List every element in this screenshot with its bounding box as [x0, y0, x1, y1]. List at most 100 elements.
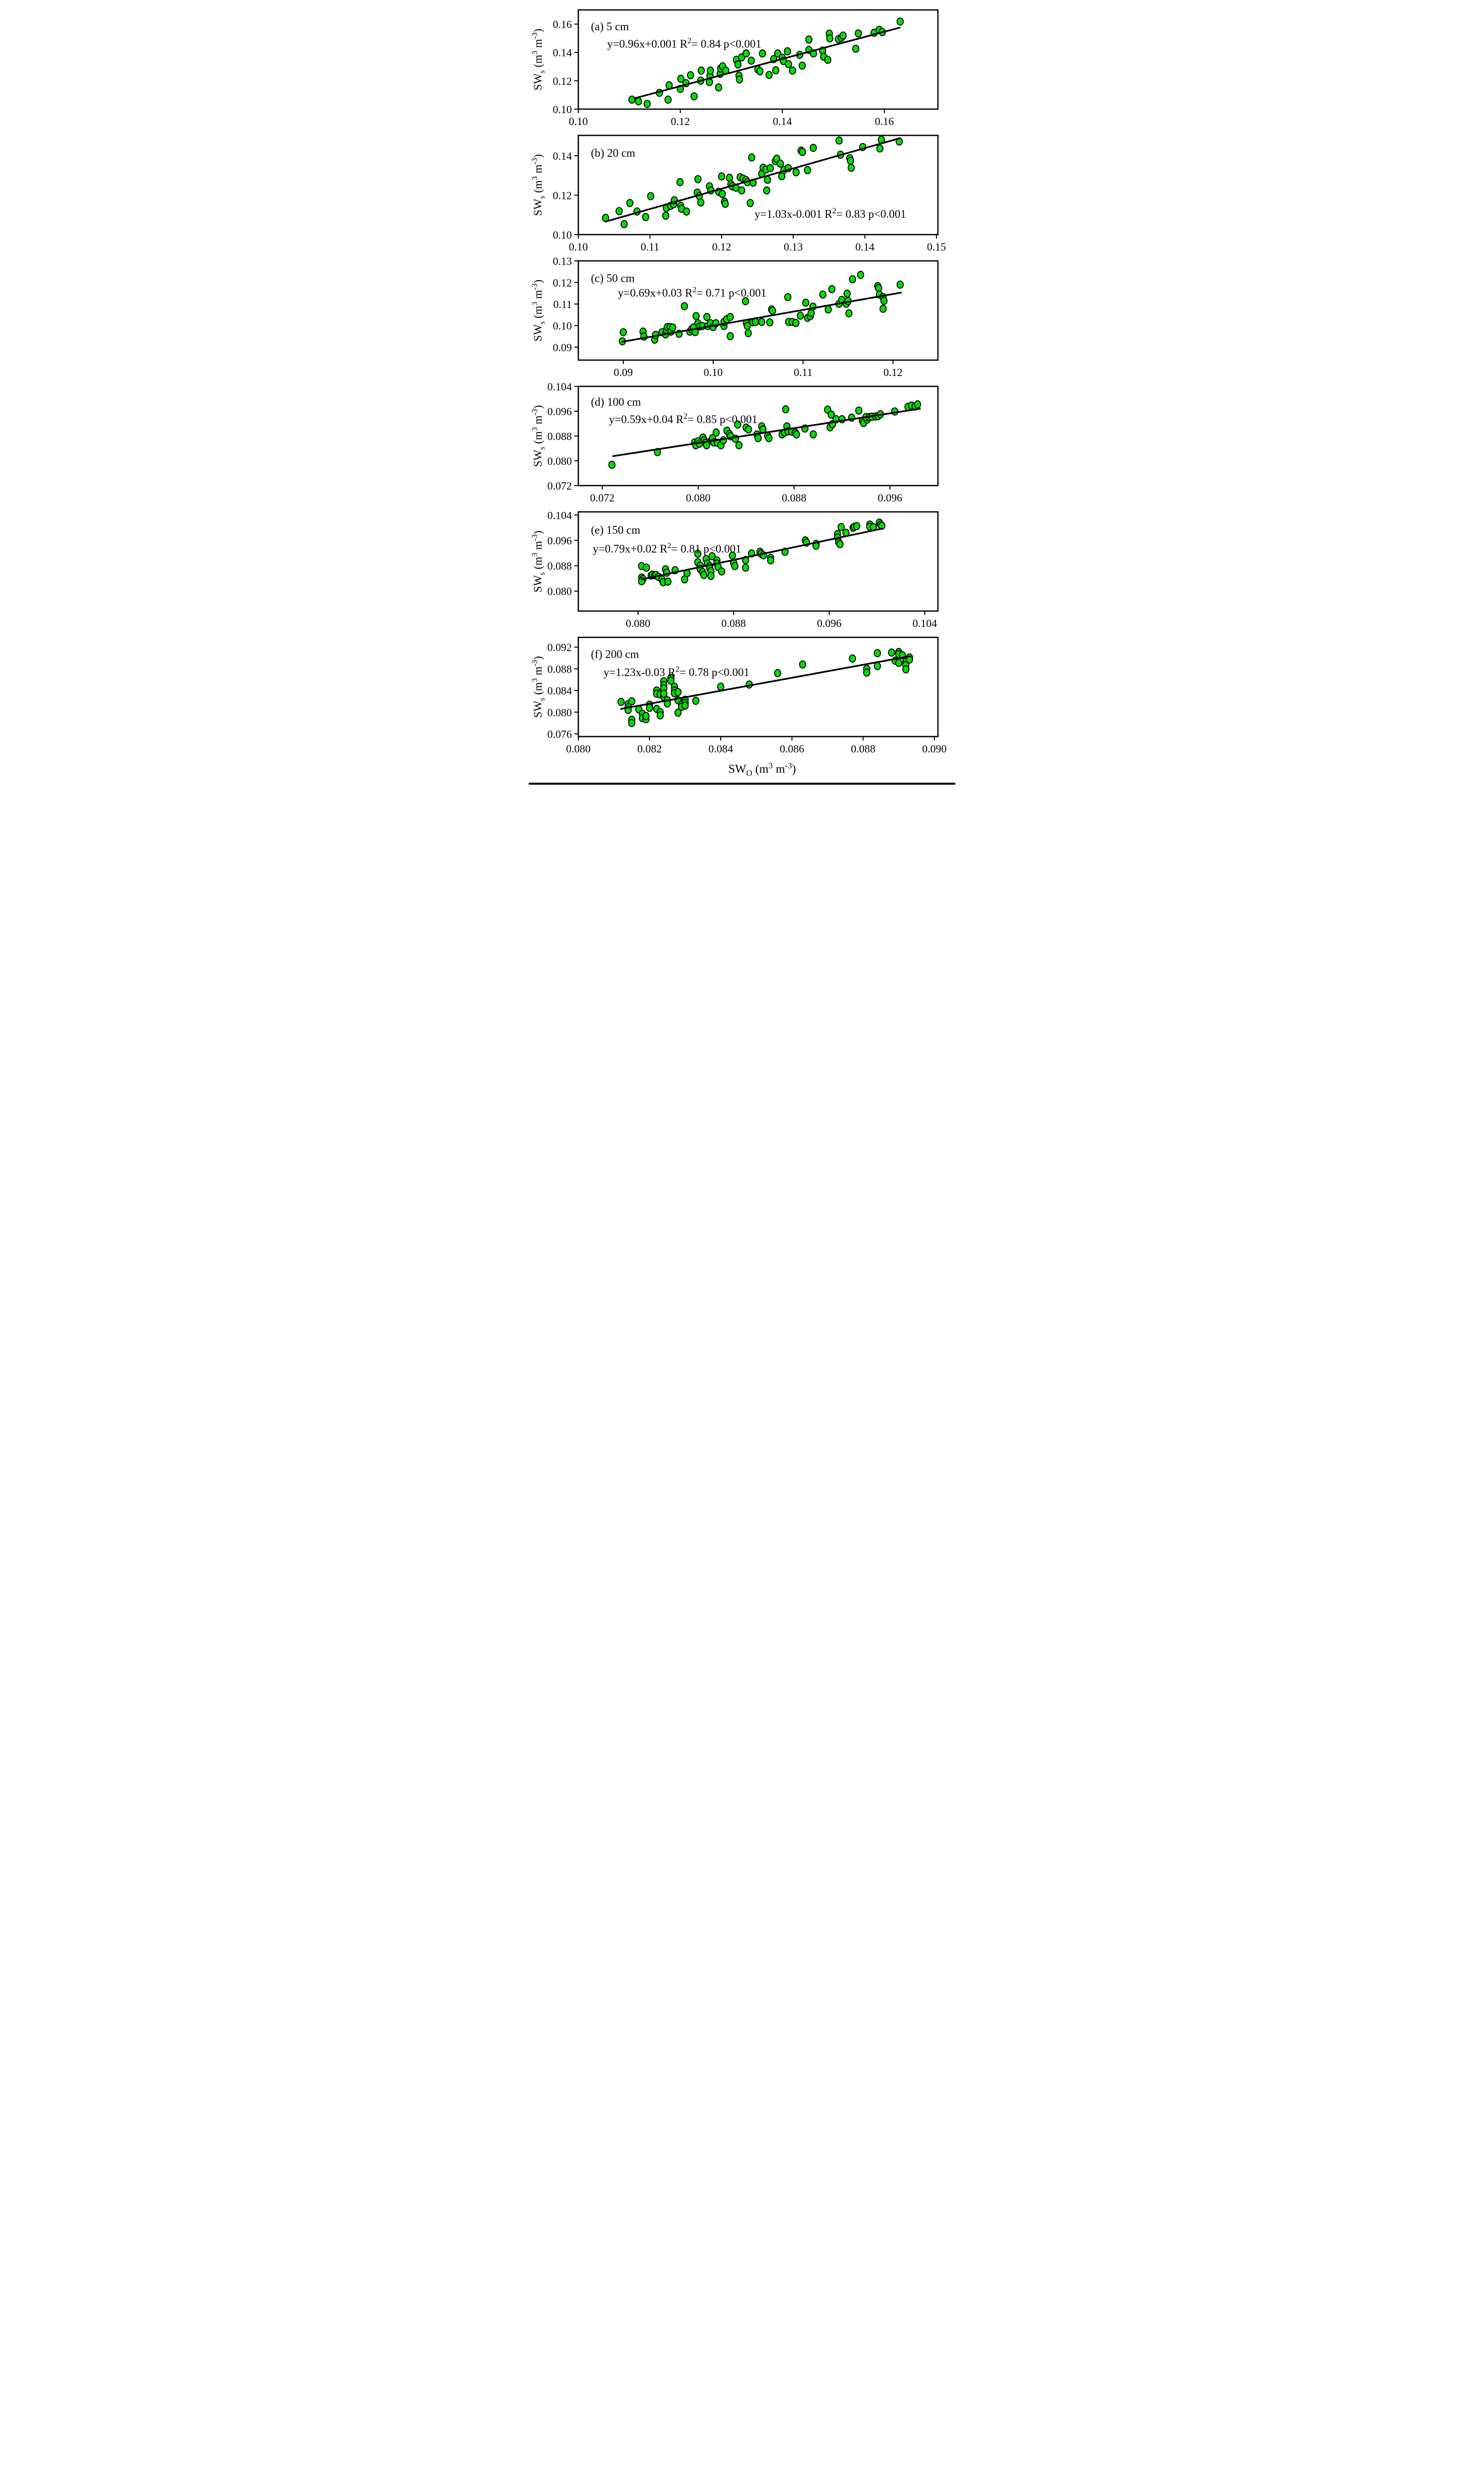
scatter-point	[667, 677, 675, 685]
scatter-point	[888, 648, 895, 657]
x-tick-label: 0.11	[641, 241, 660, 253]
y-tick-label: 0.080	[548, 585, 572, 598]
scatter-point	[793, 430, 801, 439]
scatter-point	[719, 189, 726, 198]
panel-a-chart: 0.10 0.12 0.14 0.16 0.10 0.12 0.14 0.16 (a) 5 cm…	[531, 9, 939, 127]
scatter-point	[765, 70, 773, 79]
scatter-point	[774, 49, 782, 58]
scatter-point	[756, 67, 764, 75]
y-axis-title: SWs (m3 m-3)	[531, 405, 547, 467]
scatter-point	[718, 567, 726, 576]
panel-b-chart: 0.10 0.11 0.12 0.13 0.14 0.15 0.10 0.12 0.14 (b) …	[531, 134, 946, 253]
fit-line	[621, 292, 902, 343]
scatter-point	[876, 144, 884, 153]
x-axis-title-holder: SWO (m3 m-3)	[529, 757, 955, 780]
panel-f: 0.080 0.082 0.084 0.086 0.088 0.090 0.076 0.080…	[529, 631, 955, 757]
x-tick-label: 0.13	[784, 241, 803, 253]
panel-d-chart: 0.072 0.080 0.088 0.096 0.072 0.080 0.088 0.096…	[531, 380, 939, 504]
plot-frame	[577, 9, 939, 110]
x-tick-label: 0.16	[875, 115, 894, 127]
scatter-point	[895, 659, 903, 667]
scatter-point	[626, 199, 634, 207]
equation-label: y=0.79x+0.02 R2= 0.81 p<0.001	[593, 542, 742, 555]
scatter-point	[681, 701, 689, 710]
scatter-point	[734, 60, 742, 69]
y-tick-label: 0.096	[548, 535, 572, 547]
x-tick-label: 0.09	[614, 366, 633, 378]
y-tick-label: 0.088	[548, 663, 572, 675]
x-tick-label: 0.096	[878, 492, 903, 504]
scatter-point	[664, 577, 672, 586]
scatter-point	[772, 66, 780, 74]
x-tick-label: 0.10	[569, 115, 588, 127]
x-tick-label: 0.080	[686, 492, 711, 504]
scatter-point	[635, 97, 642, 106]
x-tick-label: 0.10	[569, 241, 588, 253]
scatter-point	[703, 312, 711, 321]
scatter-point	[785, 60, 792, 68]
y-tick-label: 0.16	[553, 18, 572, 31]
scatter-point	[712, 428, 720, 437]
y-tick-label: 0.10	[553, 229, 572, 241]
panel-label: (b) 20 cm	[591, 147, 635, 159]
scatter-point	[835, 136, 843, 145]
panel-b: 0.10 0.11 0.12 0.13 0.14 0.15 0.10 0.12 0.14 (b) …	[529, 129, 955, 255]
scatter-point	[697, 66, 705, 75]
scatter-point	[880, 297, 888, 305]
y-tick-label: 0.11	[553, 298, 572, 310]
scatter-point	[736, 75, 743, 84]
x-tick-label: 0.10	[704, 366, 723, 378]
y-tick-label: 0.104	[548, 380, 572, 393]
scatter-point	[754, 434, 762, 442]
scatter-point	[809, 430, 817, 439]
scatter-point	[647, 192, 655, 200]
x-tick-label: 0.088	[782, 492, 806, 504]
scatter-point	[896, 280, 904, 289]
plot-frame	[577, 511, 939, 612]
panel-d: 0.072 0.080 0.088 0.096 0.072 0.080 0.088 0.096…	[529, 380, 955, 506]
scatter-point	[837, 523, 845, 531]
scatter-point	[620, 220, 628, 229]
scatter-point	[839, 31, 847, 40]
scatter-point	[669, 323, 677, 332]
equation-label: y=0.69x+0.03 R2= 0.71 p<0.001	[618, 286, 767, 299]
plot-frame	[577, 260, 939, 361]
scatter-point	[643, 563, 650, 572]
y-axis-title: SWs (m3 m-3)	[531, 280, 547, 342]
plot-frame	[577, 134, 939, 236]
scatter-point	[721, 199, 729, 208]
scatter-point	[662, 211, 670, 220]
bottom-rule	[529, 783, 955, 785]
scatter-point	[727, 332, 734, 340]
scatter-point	[855, 29, 862, 38]
scatter-point	[797, 311, 804, 320]
panel-f-chart: 0.080 0.082 0.084 0.086 0.088 0.090 0.076 0.080…	[531, 636, 947, 755]
y-tick-label: 0.080	[548, 706, 572, 719]
y-tick-label: 0.076	[548, 728, 572, 741]
fit-line	[633, 27, 901, 99]
scatter-point	[690, 92, 698, 101]
scatter-point	[843, 289, 851, 298]
panel-c-chart: 0.09 0.10 0.11 0.12 0.09 0.10 0.11 0.12 0.13 (c) …	[531, 255, 939, 378]
scatter-point	[863, 668, 870, 677]
scatter-point	[879, 305, 887, 313]
scatter-point	[643, 100, 651, 108]
scatter-point	[720, 436, 727, 444]
panel-e: 0.080 0.088 0.096 0.104 0.080 0.088 0.096 0.104…	[529, 506, 955, 631]
scatter-point	[767, 556, 774, 564]
y-tick-label: 0.12	[553, 276, 572, 289]
fit-line	[640, 528, 883, 580]
scatter-point	[692, 696, 700, 705]
y-tick-label: 0.10	[553, 319, 572, 332]
panel-label: (a) 5 cm	[591, 20, 629, 33]
fit-line	[620, 655, 911, 710]
scatter-point	[847, 157, 855, 165]
x-tick-label: 0.080	[626, 617, 651, 629]
x-tick-label: 0.082	[637, 743, 662, 755]
scatter-point	[853, 522, 861, 530]
scatter-point	[742, 49, 750, 58]
scatter-point	[777, 159, 784, 168]
scatter-point	[855, 406, 863, 415]
scatter-point	[763, 186, 771, 195]
scatter-point	[804, 166, 811, 175]
